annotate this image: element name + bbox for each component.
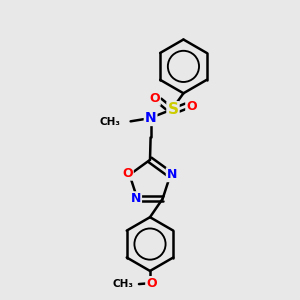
Text: O: O <box>122 167 133 180</box>
Text: O: O <box>146 277 157 290</box>
Text: O: O <box>186 100 197 113</box>
Text: CH₃: CH₃ <box>100 117 121 127</box>
Text: N: N <box>145 111 156 125</box>
Text: O: O <box>149 92 160 105</box>
Text: N: N <box>167 168 177 181</box>
Text: S: S <box>167 102 178 117</box>
Text: N: N <box>131 192 141 205</box>
Text: CH₃: CH₃ <box>112 279 134 289</box>
